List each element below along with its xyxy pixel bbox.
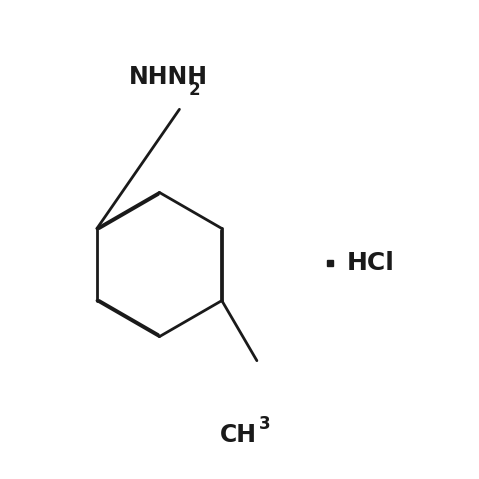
Text: 2: 2	[189, 81, 201, 99]
Text: CH: CH	[219, 423, 256, 447]
Text: 3: 3	[259, 415, 271, 433]
Text: HCl: HCl	[347, 251, 395, 274]
Text: NHNH: NHNH	[129, 65, 208, 89]
